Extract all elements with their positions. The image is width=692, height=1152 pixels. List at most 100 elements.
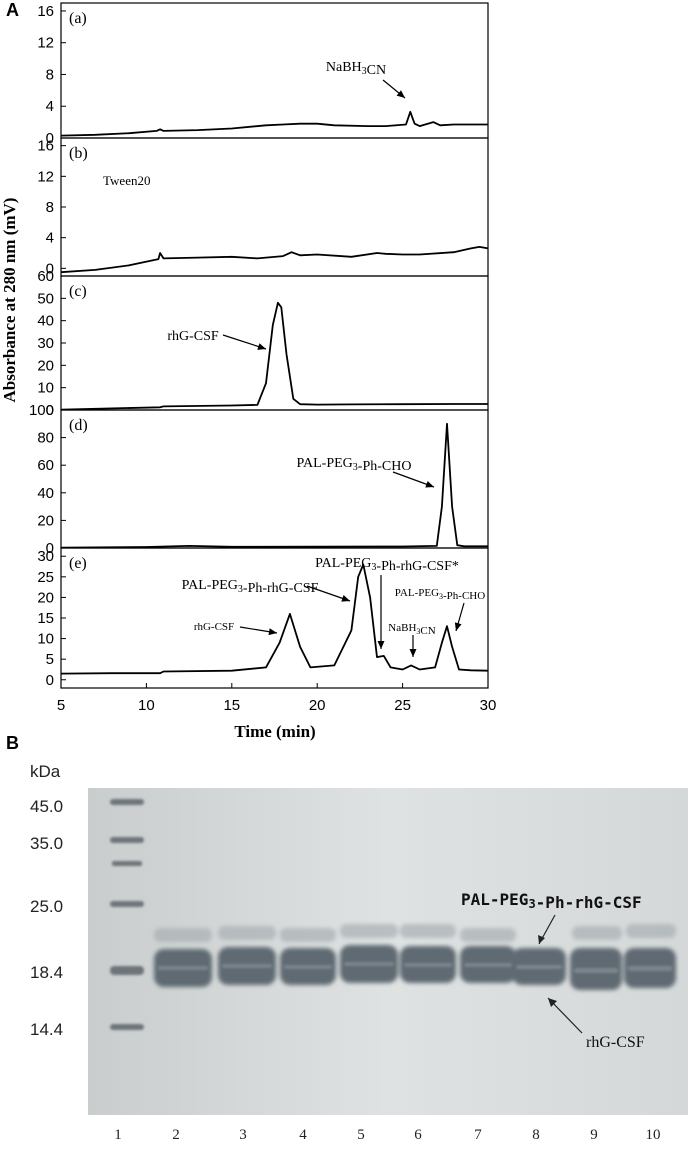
panel-label: (a)	[69, 10, 87, 27]
peak-label-nabh3cn-a: NaBH3CN	[326, 60, 386, 78]
lane-number-5: 5	[357, 1127, 365, 1143]
lane-number-7: 7	[474, 1127, 482, 1143]
mw-marker-18-4: 18.4	[30, 963, 64, 982]
plot-frame	[60, 137, 489, 277]
y-tick-label: 30	[37, 548, 54, 565]
ladder-band-14	[110, 1024, 144, 1030]
lane-number-9: 9	[590, 1127, 598, 1143]
y-tick-label: 0	[46, 260, 54, 277]
x-tick-label: 5	[57, 697, 65, 714]
ladder-band-35	[110, 837, 144, 843]
ladder-band-25	[110, 901, 144, 907]
y-tick-label: 0	[46, 130, 54, 147]
ladder-band-30	[112, 861, 142, 866]
y-axis-label: Absorbance at 280 nm (mV)	[0, 198, 19, 403]
arrow-a-head	[396, 90, 405, 98]
y-tick-label: 16	[37, 3, 54, 20]
arrow-e-rhg-head	[268, 628, 277, 636]
arrow-c-head	[257, 343, 266, 350]
y-tick-label: 15	[37, 610, 54, 627]
chromatogram-trace	[60, 110, 488, 137]
y-tick-label: 4	[46, 230, 54, 247]
chromatogram-trace	[60, 422, 488, 549]
peak-label-conjugate-e: PAL-PEG3-Ph-rhG-CSF	[182, 578, 319, 596]
plot-frame	[60, 409, 489, 549]
mw-marker-35: 35.0	[30, 834, 64, 853]
chromatogram-trace	[60, 563, 489, 675]
y-tick-label: 10	[37, 631, 54, 648]
chromatogram-1: 0 4 8 12 16 (a)	[37, 2, 489, 147]
peak-label-cho-e: PAL-PEG3-Ph-CHO	[395, 587, 485, 602]
x-tick-label: 30	[480, 697, 497, 714]
y-tick-label: 30	[37, 335, 54, 352]
y-tick-label: 25	[37, 569, 54, 586]
y-tick-label: 5	[46, 651, 54, 668]
peak-label-conjugate-star-e: PAL-PEG3-Ph-rhG-CSF*	[315, 556, 459, 574]
y-tick-label: 80	[37, 430, 54, 447]
y-tick-label: 20	[37, 512, 54, 529]
y-tick-label: 4	[46, 98, 54, 115]
panel-a-letter: A	[6, 0, 19, 20]
chromatogram-2: 0 4 8 12 16 (b)	[37, 137, 489, 277]
y-tick-label: 0	[46, 402, 54, 419]
arrow-d-head	[425, 480, 434, 488]
y-tick-label: 20	[37, 357, 54, 374]
y-tick-label: 12	[37, 168, 54, 185]
ladder-band-45	[110, 799, 144, 805]
chromatogram-5: 0 5 10 15 20 25 30 (e)	[37, 547, 489, 689]
peak-label-rhg-csf-c: rhG-CSF	[167, 329, 219, 344]
mw-marker-45: 45.0	[30, 797, 64, 816]
y-tick-label: 40	[37, 485, 54, 502]
arrow-e-cho-head	[454, 622, 462, 631]
ladder-band-18	[110, 966, 144, 975]
arrow-e-conjugate-head	[341, 595, 350, 602]
arrow-e-star-head	[377, 641, 385, 649]
chromatogram-trace	[60, 246, 489, 274]
x-tick-label: 15	[223, 697, 240, 714]
lane-number-3: 3	[239, 1127, 247, 1143]
lane-number-6: 6	[414, 1127, 422, 1143]
lane-number-2: 2	[172, 1127, 180, 1143]
lane-number-8: 8	[532, 1127, 540, 1143]
gel-label-rhg-csf: rhG-CSF	[586, 1034, 645, 1051]
y-tick-label: 8	[46, 199, 54, 216]
chromatogram-4: 0 20 40 60 80 100 (d)	[29, 402, 489, 557]
x-axis-label: Time (min)	[234, 722, 315, 741]
label-tween20: Tween20	[103, 173, 150, 188]
plot-frame	[60, 2, 489, 139]
lane-number-10: 10	[645, 1127, 661, 1143]
panel-label: (d)	[69, 417, 88, 434]
gel-label-peg-conjugate: PAL-PEG3-Ph-rhG-CSF	[461, 890, 642, 912]
x-tick-label: 10	[138, 697, 155, 714]
y-tick-label: 60	[37, 457, 54, 474]
y-tick-label: 16	[37, 138, 54, 155]
peak-label-rhg-csf-e: rhG-CSF	[194, 621, 234, 633]
sds-page-gel: PAL-PEG3-Ph-rhG-CSF rhG-CSF	[88, 788, 688, 1115]
lane-number-4: 4	[299, 1127, 307, 1143]
mw-marker-14-4: 14.4	[30, 1020, 64, 1039]
x-tick-label: 20	[309, 697, 326, 714]
peak-label-pal-peg3-ph-cho-d: PAL-PEG3-Ph-CHO	[297, 456, 412, 474]
plot-frame	[60, 275, 489, 411]
y-tick-label: 20	[37, 589, 54, 606]
lane-number-1: 1	[114, 1127, 122, 1143]
panel-b-letter: B	[6, 733, 19, 753]
peak-label-nabh3cn-e: NaBH3CN	[388, 622, 435, 637]
kda-label: kDa	[30, 762, 61, 781]
y-tick-label: 10	[37, 380, 54, 397]
panel-label: (c)	[69, 283, 87, 300]
arrow-e-nabh3cn-head	[409, 649, 417, 657]
y-tick-label: 100	[29, 402, 54, 419]
y-tick-label: 0	[46, 540, 54, 557]
y-tick-label: 40	[37, 313, 54, 330]
y-tick-label: 0	[46, 672, 54, 689]
gel-bands: PAL-PEG3-Ph-rhG-CSF rhG-CSF	[88, 788, 688, 1115]
chromatogram-3: 0 10 20 30 40 50 60 (c)	[37, 268, 489, 419]
x-tick-label: 25	[394, 697, 411, 714]
y-tick-label: 8	[46, 66, 54, 83]
y-tick-label: 60	[37, 268, 54, 285]
mw-marker-25: 25.0	[30, 897, 64, 916]
panel-label: (e)	[69, 555, 87, 572]
panel-label: (b)	[69, 145, 88, 162]
